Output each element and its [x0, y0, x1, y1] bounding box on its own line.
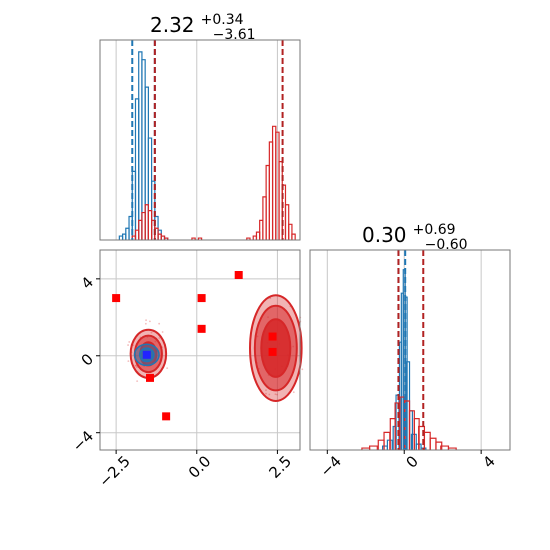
marginal-y-x-ticks: −4 0 4: [317, 450, 499, 481]
joint-sample-point: [158, 322, 161, 325]
joint-sample-point: [274, 393, 277, 396]
joint-markers: [112, 271, 277, 421]
marginal-y-bar-blue: [381, 445, 389, 450]
panel-marginal-x: 2.32 +0.34 −3.61: [99, 9, 301, 241]
joint-y-tick-label: −4: [69, 427, 97, 455]
joint-sample-point: [301, 368, 304, 371]
joint-sample-point: [276, 393, 279, 396]
joint-marker-red: [197, 324, 206, 333]
joint-sample-point: [127, 344, 129, 346]
marginal-x-quantile-lines: [131, 40, 284, 240]
joint-y-ticks: −4 0 4: [69, 273, 100, 455]
joint-sample-point: [136, 380, 139, 383]
marginal-y-bar-red: [429, 437, 437, 450]
joint-sample-point: [134, 364, 137, 367]
joint-x-tick-label: 2.5: [265, 452, 295, 482]
marginal-y-histograms: [361, 269, 457, 450]
joint-sample-point: [149, 320, 151, 323]
joint-sample-point: [144, 322, 147, 325]
joint-sample-point: [127, 360, 130, 363]
marginal-y-x-tick-label: −4: [317, 452, 345, 480]
joint-marker-red: [162, 412, 171, 421]
joint-x-tick-label: −2.5: [95, 452, 133, 490]
marginal-y-bar-red: [369, 445, 378, 450]
joint-marker-red: [268, 347, 277, 356]
panel-joint: −2.5 0.0 2.5 −4 0 4: [69, 249, 304, 491]
joint-y-tick-label: 0: [78, 350, 97, 369]
joint-sample-point: [166, 367, 169, 369]
marginal-y-x-tick-label: 4: [479, 452, 498, 471]
joint-sample-point: [158, 337, 161, 339]
joint-sample-point: [265, 392, 267, 395]
joint-marker-red: [112, 294, 121, 303]
marginal-x-bar-red: [291, 233, 296, 240]
panel-marginal-y: 0.30 +0.69 −0.60 −4 0 4: [309, 219, 511, 481]
marginal-x-grid: [115, 40, 278, 240]
marginal-y-bar-red: [447, 447, 457, 450]
marginal-x-bar-red: [197, 237, 203, 240]
marginal-x-bar-red: [191, 237, 196, 240]
joint-sample-point: [265, 389, 267, 392]
joint-sample-point: [145, 319, 147, 322]
marginal-x-bar-red: [246, 237, 251, 240]
marginal-x-bar-red: [284, 204, 290, 240]
joint-y-tick-label: 4: [78, 273, 97, 292]
marginal-y-title: 0.30 +0.69 −0.60: [362, 219, 468, 253]
marginal-y-x-tick-label: 0: [402, 452, 421, 471]
joint-sample-point: [128, 341, 131, 343]
joint-frame: [99, 249, 301, 451]
marginal-x-title: 2.32 +0.34 −3.61: [150, 9, 256, 43]
joint-x-tick-label: 0.0: [185, 452, 215, 482]
joint-marker-blue: [142, 350, 151, 359]
joint-sample-point: [268, 393, 271, 396]
joint-sample-point: [269, 297, 272, 300]
joint-sample-point: [292, 391, 295, 394]
joint-sample-point: [161, 331, 164, 333]
marginal-x-histograms: [118, 51, 296, 240]
joint-sample-point: [136, 366, 138, 368]
joint-sample-point: [135, 364, 138, 367]
marginal-x-frame: [99, 39, 301, 241]
marginal-x-bar-red: [163, 237, 169, 240]
marginal-y-quantile-lines: [397, 250, 425, 450]
joint-marker-red: [234, 271, 243, 279]
joint-marker-red: [146, 373, 154, 382]
joint-marker-red: [197, 294, 206, 303]
joint-sample-point: [150, 331, 153, 334]
marginal-y-frame: [309, 249, 511, 451]
marginal-y-bar-red: [423, 431, 431, 450]
joint-x-ticks: −2.5 0.0 2.5: [95, 450, 295, 491]
joint-marker-red: [268, 332, 277, 341]
marginal-x-bar-red: [288, 223, 293, 240]
